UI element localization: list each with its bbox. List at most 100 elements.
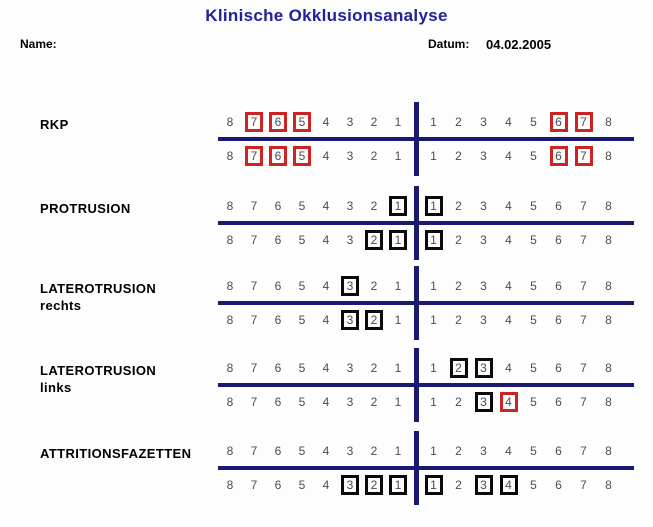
tooth-mark-box: 6: [269, 146, 287, 166]
tooth-cell: 7: [580, 199, 587, 213]
tooth-cell: 6: [274, 233, 282, 247]
tooth-cell: 8: [605, 199, 612, 213]
section-label: LATEROTRUSION links: [40, 362, 215, 396]
tooth-cell: 7: [580, 313, 587, 327]
tooth-cell: 7: [250, 199, 258, 213]
section-rkp: RKP 8 7 6 5 4 3 2 1 1 2 3 4 5 6 7 8 8 7 6 5 4 3 2 1 1 2 3 4 5 6 7 8: [0, 102, 653, 176]
tooth-cell: 1: [394, 395, 402, 409]
tooth-cell: 8: [226, 233, 234, 247]
name-label: Name:: [20, 37, 57, 51]
tooth-cell-marked-black: 3: [471, 475, 496, 495]
section-protrusion: PROTRUSION 8 7 6 5 4 3 2 1 1 2 3 4 5 6 7 8 8 7 6 5 4 3 2 1 1 2 3 4 5 6…: [0, 186, 653, 260]
tooth-cell: 8: [605, 279, 612, 293]
tooth-cell: 5: [530, 233, 537, 247]
tooth-cell: 2: [370, 395, 378, 409]
tooth-cell: 1: [394, 115, 402, 129]
tooth-cell: 5: [530, 478, 537, 492]
tooth-cell: 1: [430, 361, 437, 375]
tooth-mark-box: 4: [499, 392, 518, 412]
tooth-cell: 3: [480, 444, 487, 458]
occlusal-divider-line: [218, 466, 634, 470]
tooth-cell: 2: [455, 478, 462, 492]
tooth-cell: 8: [226, 313, 234, 327]
tooth-mark-box: 4: [499, 475, 518, 495]
section-label: PROTRUSION: [40, 201, 131, 216]
tooth-cell: 6: [555, 395, 562, 409]
tooth-cell: 3: [480, 115, 487, 129]
tooth-cell: 6: [555, 279, 562, 293]
tooth-cell-marked-red: 7: [242, 146, 266, 166]
tooth-cell-marked-black: 1: [386, 230, 410, 250]
tooth-cell: 5: [530, 279, 537, 293]
tooth-cell: 6: [555, 199, 562, 213]
tooth-cell: 6: [274, 313, 282, 327]
tooth-cell: 4: [505, 361, 512, 375]
tooth-cell-marked-black: 1: [421, 230, 446, 250]
tooth-cell: 2: [370, 361, 378, 375]
tooth-cell: 8: [226, 444, 234, 458]
dental-midline: [414, 431, 419, 505]
tooth-cell: 5: [298, 199, 306, 213]
tooth-cell: 5: [530, 149, 537, 163]
tooth-cell-marked-black: 1: [386, 475, 410, 495]
tooth-mark-box: 3: [341, 475, 359, 495]
dental-midline: [414, 102, 419, 176]
tooth-cell: 4: [505, 444, 512, 458]
tooth-mark-box: 5: [293, 146, 311, 166]
tooth-cell: 3: [480, 149, 487, 163]
tooth-cell: 1: [430, 313, 437, 327]
tooth-cell: 5: [530, 361, 537, 375]
tooth-cell: 8: [605, 233, 612, 247]
tooth-cell: 6: [274, 279, 282, 293]
tooth-cell: 4: [322, 444, 330, 458]
tooth-cell: 5: [530, 313, 537, 327]
tooth-cell-marked-black: 3: [338, 310, 362, 330]
tooth-cell: 7: [580, 233, 587, 247]
tooth-cell: 7: [580, 395, 587, 409]
tooth-mark-box: 7: [574, 146, 593, 166]
tooth-cell: 7: [250, 395, 258, 409]
tooth-cell-marked-black: 3: [338, 475, 362, 495]
tooth-cell: 3: [480, 279, 487, 293]
tooth-cell: 5: [530, 444, 537, 458]
tooth-cell-marked-red: 7: [571, 146, 596, 166]
tooth-cell: 8: [605, 115, 612, 129]
section-laterotrusion-rechts: LATEROTRUSION rechts 8 7 6 5 4 3 2 1 1 2 3 4 5 6 7 8 8 7 6 5 4…: [0, 266, 653, 340]
tooth-mark-box: 1: [389, 230, 407, 250]
tooth-cell: 8: [226, 149, 234, 163]
section-label: RKP: [40, 117, 69, 132]
section-label: LATEROTRUSION rechts: [40, 280, 215, 314]
tooth-mark-box: 6: [549, 146, 568, 166]
tooth-cell: 2: [455, 313, 462, 327]
tooth-cell: 1: [394, 149, 402, 163]
tooth-cell: 2: [455, 279, 462, 293]
tooth-cell: 2: [455, 149, 462, 163]
tooth-cell-marked-black: 2: [362, 310, 386, 330]
tooth-cell: 8: [605, 395, 612, 409]
tooth-mark-box: 3: [474, 358, 493, 378]
tooth-cell: 4: [322, 233, 330, 247]
tooth-cell: 6: [274, 361, 282, 375]
tooth-cell: 2: [455, 199, 462, 213]
page-title: Klinische Okklusionsanalyse: [205, 6, 448, 25]
tooth-mark-box: 1: [389, 475, 407, 495]
tooth-cell: 6: [555, 233, 562, 247]
tooth-cell-marked-red: 5: [290, 112, 314, 132]
datum-label: Datum:: [428, 37, 470, 51]
tooth-cell: 6: [555, 361, 562, 375]
tooth-cell: 6: [274, 395, 282, 409]
tooth-cell-marked-black: 1: [421, 196, 446, 216]
tooth-cell: 4: [322, 199, 330, 213]
tooth-cell: 7: [250, 361, 258, 375]
tooth-cell-marked-red: 6: [546, 146, 571, 166]
tooth-mark-box: 3: [474, 475, 493, 495]
